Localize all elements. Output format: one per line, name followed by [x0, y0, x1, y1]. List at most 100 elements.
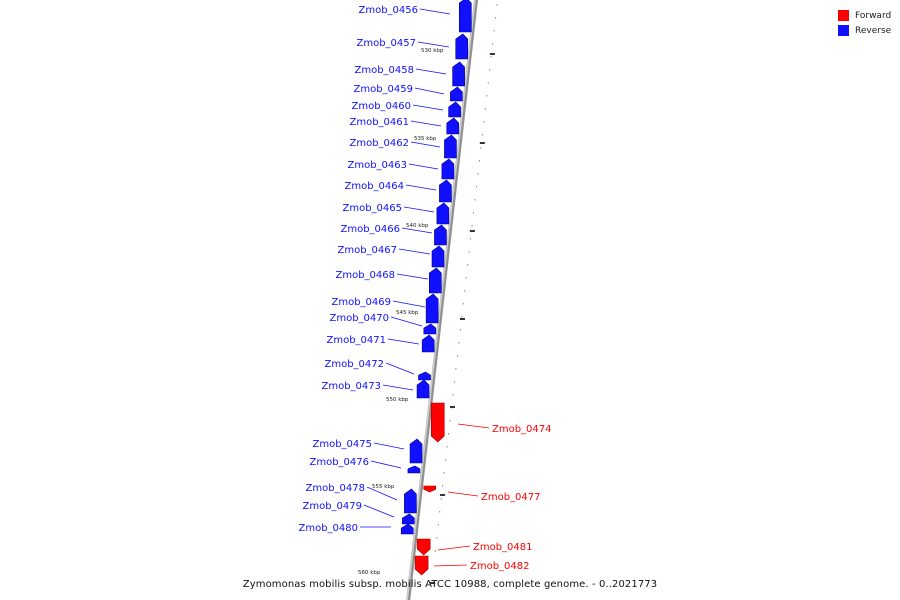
gene-leader-line: [419, 8, 451, 15]
gene-Zmob_0480: [400, 523, 414, 535]
major-tick: [489, 53, 495, 55]
minor-tick: [473, 212, 475, 214]
minor-tick: [474, 199, 476, 201]
gene-leader-line: [385, 362, 415, 375]
scale-label: 540 kbp: [406, 223, 429, 229]
backbone-highlight: [406, 0, 476, 600]
gene-label-Zmob_0479: Zmob_0479: [302, 501, 362, 512]
gene-leader-line: [410, 141, 441, 148]
minor-tick: [490, 56, 492, 58]
minor-tick: [467, 264, 469, 266]
gene-label-Zmob_0477: Zmob_0477: [481, 492, 541, 503]
gene-Zmob_0461: [446, 117, 460, 135]
minor-tick: [487, 82, 489, 84]
map-caption: Zymomonas mobilis subsp. mobilis ATCC 10…: [242, 579, 658, 590]
gene-label-Zmob_0481: Zmob_0481: [473, 542, 533, 553]
gene-label-Zmob_0457: Zmob_0457: [356, 38, 416, 49]
gene-label-Zmob_0480: Zmob_0480: [298, 523, 358, 534]
scale-label: 530 kbp: [421, 48, 444, 54]
minor-tick: [436, 537, 438, 539]
gene-Zmob_0462: [444, 134, 457, 159]
minor-tick: [468, 251, 470, 253]
gene-label-Zmob_0463: Zmob_0463: [347, 160, 407, 171]
gene-label-Zmob_0462: Zmob_0462: [349, 138, 409, 149]
minor-tick: [492, 43, 494, 45]
gene-Zmob_0471: [421, 334, 435, 353]
gene-leader-line: [401, 227, 433, 234]
minor-tick: [465, 277, 467, 279]
gene-label-Zmob_0470: Zmob_0470: [329, 313, 389, 324]
major-tick: [430, 582, 436, 584]
gene-leader-line: [410, 120, 442, 127]
minor-tick: [462, 303, 464, 305]
minor-tick: [496, 4, 498, 6]
scale-label: 555 kbp: [372, 484, 395, 490]
gene-Zmob_0468: [429, 267, 442, 294]
gene-label-Zmob_0464: Zmob_0464: [344, 181, 404, 192]
gene-label-Zmob_0478: Zmob_0478: [305, 483, 365, 494]
backbone-shadow: [406, 0, 479, 600]
gene-leader-line: [405, 184, 437, 191]
minor-tick: [449, 420, 451, 422]
gene-leader-line: [417, 41, 450, 48]
gene-leader-line: [433, 564, 468, 567]
scale-label: 545 kbp: [396, 310, 419, 316]
minor-tick: [439, 511, 441, 513]
minor-tick: [475, 186, 477, 188]
gene-Zmob_0479: [402, 513, 415, 525]
gene-leader-line: [387, 338, 420, 345]
gene-Zmob_0470: [423, 323, 437, 335]
gene-leader-line: [363, 504, 395, 518]
legend-item-reverse: Reverse: [838, 23, 891, 38]
gene-Zmob_0465: [436, 202, 450, 225]
scale-label: 560 kbp: [358, 570, 381, 576]
legend: Forward Reverse: [838, 8, 891, 38]
minor-tick: [483, 121, 485, 123]
minor-tick: [458, 342, 460, 344]
major-tick: [479, 142, 485, 144]
gene-label-Zmob_0469: Zmob_0469: [331, 297, 391, 308]
gene-leader-line: [392, 300, 426, 308]
gene-Zmob_0481: [416, 538, 431, 556]
minor-tick: [443, 472, 445, 474]
gene-Zmob_0474: [430, 402, 445, 443]
gene-leader-line: [447, 491, 479, 497]
gene-leader-line: [415, 68, 447, 75]
gene-Zmob_0456: [459, 0, 472, 33]
minor-tick: [471, 225, 473, 227]
legend-label-reverse: Reverse: [855, 25, 892, 36]
gene-leader-line: [396, 273, 429, 280]
gene-leader-line: [370, 460, 402, 469]
gene-Zmob_0473: [416, 379, 430, 399]
gene-label-Zmob_0456: Zmob_0456: [358, 5, 418, 16]
minor-tick: [448, 433, 450, 435]
minor-tick: [481, 134, 483, 136]
minor-tick: [489, 69, 491, 71]
minor-tick: [452, 394, 454, 396]
gene-Zmob_0469: [425, 293, 439, 324]
minor-tick: [470, 238, 472, 240]
minor-tick: [495, 17, 497, 19]
legend-label-forward: Forward: [855, 10, 892, 21]
gene-label-Zmob_0482: Zmob_0482: [470, 561, 530, 572]
gene-label-Zmob_0466: Zmob_0466: [340, 224, 400, 235]
gene-Zmob_0472: [418, 371, 431, 381]
gene-leader-line: [373, 442, 405, 450]
gene-Zmob_0458: [452, 61, 465, 87]
gene-label-Zmob_0458: Zmob_0458: [354, 65, 414, 76]
gene-label-Zmob_0472: Zmob_0472: [324, 359, 384, 370]
gene-Zmob_0467: [431, 245, 445, 268]
gene-label-Zmob_0459: Zmob_0459: [353, 84, 413, 95]
minor-tick: [437, 524, 439, 526]
major-tick: [469, 230, 475, 232]
gene-leader-line: [414, 87, 445, 95]
minor-tick: [440, 498, 442, 500]
minor-tick: [484, 108, 486, 110]
gene-Zmob_0475: [409, 438, 423, 464]
gene-label-Zmob_0474: Zmob_0474: [492, 424, 552, 435]
forward-swatch: [838, 10, 849, 21]
gene-Zmob_0464: [439, 179, 452, 203]
gene-leader-line: [412, 104, 444, 111]
minor-tick: [446, 446, 448, 448]
minor-tick: [459, 329, 461, 331]
